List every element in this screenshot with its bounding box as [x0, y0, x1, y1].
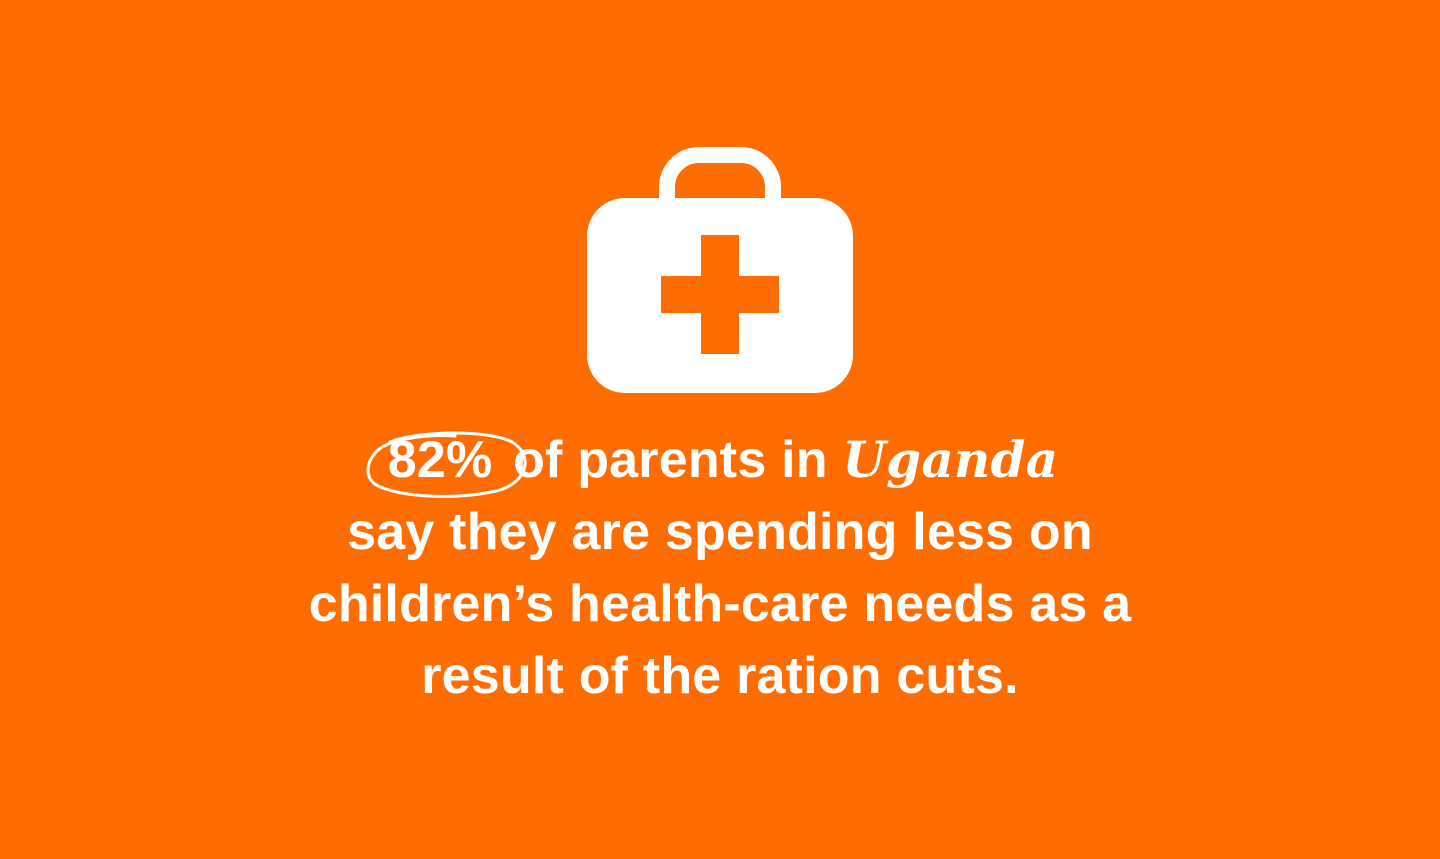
body-line-1: say they are spending less on: [347, 503, 1093, 561]
statistic-message: 82% of parents in Uganda say they are sp…: [120, 424, 1320, 712]
headline-line: 82% of parents in Uganda: [120, 424, 1320, 498]
stat-value: 82%: [387, 431, 493, 489]
country-name: Uganda: [842, 430, 1059, 489]
first-aid-kit-icon: [587, 147, 853, 393]
stat-highlight: 82%: [366, 424, 527, 498]
body-line-3: result of the ration cuts.: [421, 647, 1019, 705]
stat-prefix-text: of parents in: [513, 431, 828, 489]
body-line-2: children’s health-care needs as a: [308, 575, 1132, 633]
